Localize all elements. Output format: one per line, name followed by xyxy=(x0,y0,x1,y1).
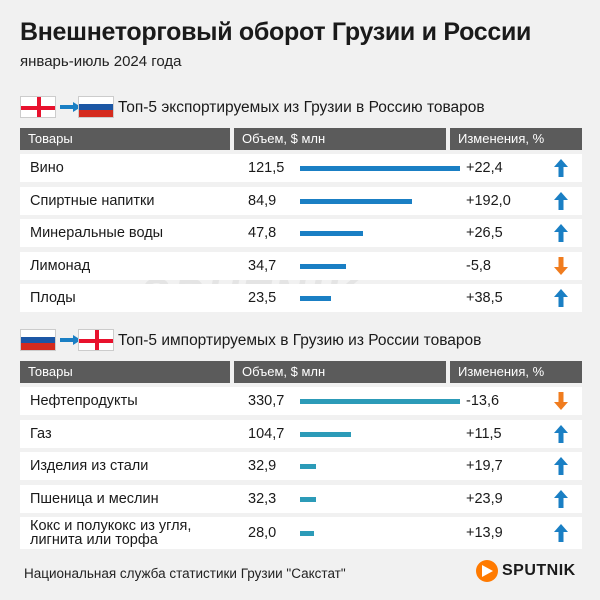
section-title: Топ-5 импортируемых в Грузию из России т… xyxy=(118,332,482,349)
export-table: Топ-5 экспортируемых из Грузии в Россию … xyxy=(20,96,582,317)
sputnik-logo-icon xyxy=(476,560,498,582)
change-value: -5,8 xyxy=(466,257,491,274)
volume-value: 84,9 xyxy=(248,192,277,209)
russia-flag-icon xyxy=(78,96,114,118)
table-row: Вино 121,5 +22,4 xyxy=(20,154,582,182)
volume-value: 330,7 xyxy=(248,393,285,409)
change-value: +192,0 xyxy=(466,192,511,209)
sputnik-logo: SPUTNIK xyxy=(476,560,576,582)
source-note: Национальная служба статистики Грузии "С… xyxy=(24,566,346,581)
volume-value: 32,9 xyxy=(248,458,277,474)
goods-name: Лимонад xyxy=(30,257,91,274)
goods-name: Изделия из стали xyxy=(30,458,149,474)
table-row: Изделия из стали 32,9 +19,7 xyxy=(20,452,582,480)
arrow-down-icon xyxy=(554,392,568,410)
table-row: Минеральные воды 47,8 +26,5 xyxy=(20,219,582,247)
page-subtitle: январь-июль 2024 года xyxy=(20,53,182,70)
table-row: Плоды 23,5 +38,5 xyxy=(20,284,582,312)
volume-value: 23,5 xyxy=(248,290,277,306)
volume-bar xyxy=(300,296,331,301)
volume-value: 47,8 xyxy=(248,225,277,241)
table-row: Пшеница и меслин 32,3 +23,9 xyxy=(20,484,582,513)
arrow-up-icon xyxy=(554,489,568,508)
table-header: Товары Объем, $ млн Изменения, % xyxy=(20,361,582,383)
volume-bar xyxy=(300,263,346,269)
arrow-up-icon xyxy=(554,191,568,210)
arrow-down-icon xyxy=(554,256,568,275)
volume-bar xyxy=(300,464,316,469)
change-value: +13,9 xyxy=(466,525,503,541)
change-value: +38,5 xyxy=(466,290,503,306)
arrow-up-icon xyxy=(554,224,568,242)
volume-value: 121,5 xyxy=(248,160,285,176)
direction-flags xyxy=(20,329,114,351)
arrow-right-icon xyxy=(60,335,81,345)
volume-bar xyxy=(300,399,460,404)
volume-bar xyxy=(300,431,351,437)
arrow-right-icon xyxy=(60,102,81,112)
change-value: +26,5 xyxy=(466,225,503,241)
change-value: -13,6 xyxy=(466,393,500,409)
change-value: +22,4 xyxy=(466,160,503,176)
table-rows: Нефтепродукты 330,7 -13,6 Газ 104,7 +11,5 Изде… xyxy=(20,387,582,549)
arrow-up-icon xyxy=(554,457,568,475)
volume-value: 32,3 xyxy=(248,490,277,507)
table-row: Кокс и полукокс из угля, лигнита или тор… xyxy=(20,517,582,549)
georgia-flag-icon xyxy=(78,329,114,351)
table-header: Товары Объем, $ млн Изменения, % xyxy=(20,128,582,150)
col-header-goods: Товары xyxy=(20,361,230,383)
direction-flags xyxy=(20,96,114,118)
section-title: Топ-5 экспортируемых из Грузии в Россию … xyxy=(118,99,485,116)
table-row: Спиртные напитки 84,9 +192,0 xyxy=(20,186,582,215)
arrow-up-icon xyxy=(554,159,568,177)
volume-bar xyxy=(300,198,412,204)
table-rows: Вино 121,5 +22,4 Спиртные напитки 84,9 +192,0… xyxy=(20,154,582,312)
russia-flag-icon xyxy=(20,329,56,351)
goods-name: Пшеница и меслин xyxy=(30,490,159,507)
table-row: Газ 104,7 +11,5 xyxy=(20,419,582,448)
volume-value: 34,7 xyxy=(248,257,277,274)
goods-name: Нефтепродукты xyxy=(30,393,138,409)
volume-value: 28,0 xyxy=(248,525,277,541)
volume-bar xyxy=(300,231,363,236)
col-header-goods: Товары xyxy=(20,128,230,150)
volume-bar xyxy=(300,166,460,171)
goods-name: Спиртные напитки xyxy=(30,192,155,209)
logo-text: SPUTNIK xyxy=(502,562,576,579)
change-value: +19,7 xyxy=(466,458,503,474)
goods-name: Кокс и полукокс из угля, лигнита или тор… xyxy=(30,518,192,548)
change-value: +23,9 xyxy=(466,490,503,507)
col-header-change: Изменения, % xyxy=(450,361,582,383)
arrow-up-icon xyxy=(554,289,568,307)
table-row: Нефтепродукты 330,7 -13,6 xyxy=(20,387,582,415)
volume-value: 104,7 xyxy=(248,425,285,442)
goods-name: Плоды xyxy=(30,290,76,306)
volume-bar xyxy=(300,531,314,536)
col-header-change: Изменения, % xyxy=(450,128,582,150)
volume-bar xyxy=(300,496,316,502)
change-value: +11,5 xyxy=(466,425,502,442)
arrow-up-icon xyxy=(554,524,568,542)
col-header-volume: Объем, $ млн xyxy=(234,361,446,383)
goods-name: Вино xyxy=(30,160,64,176)
goods-name: Минеральные воды xyxy=(30,225,164,241)
page-title: Внешнеторговый оборот Грузии и России xyxy=(20,18,532,46)
table-row: Лимонад 34,7 -5,8 xyxy=(20,251,582,280)
goods-name: Газ xyxy=(30,425,52,442)
georgia-flag-icon xyxy=(20,96,56,118)
import-table: Топ-5 импортируемых в Грузию из России т… xyxy=(20,329,582,554)
arrow-up-icon xyxy=(554,424,568,443)
col-header-volume: Объем, $ млн xyxy=(234,128,446,150)
